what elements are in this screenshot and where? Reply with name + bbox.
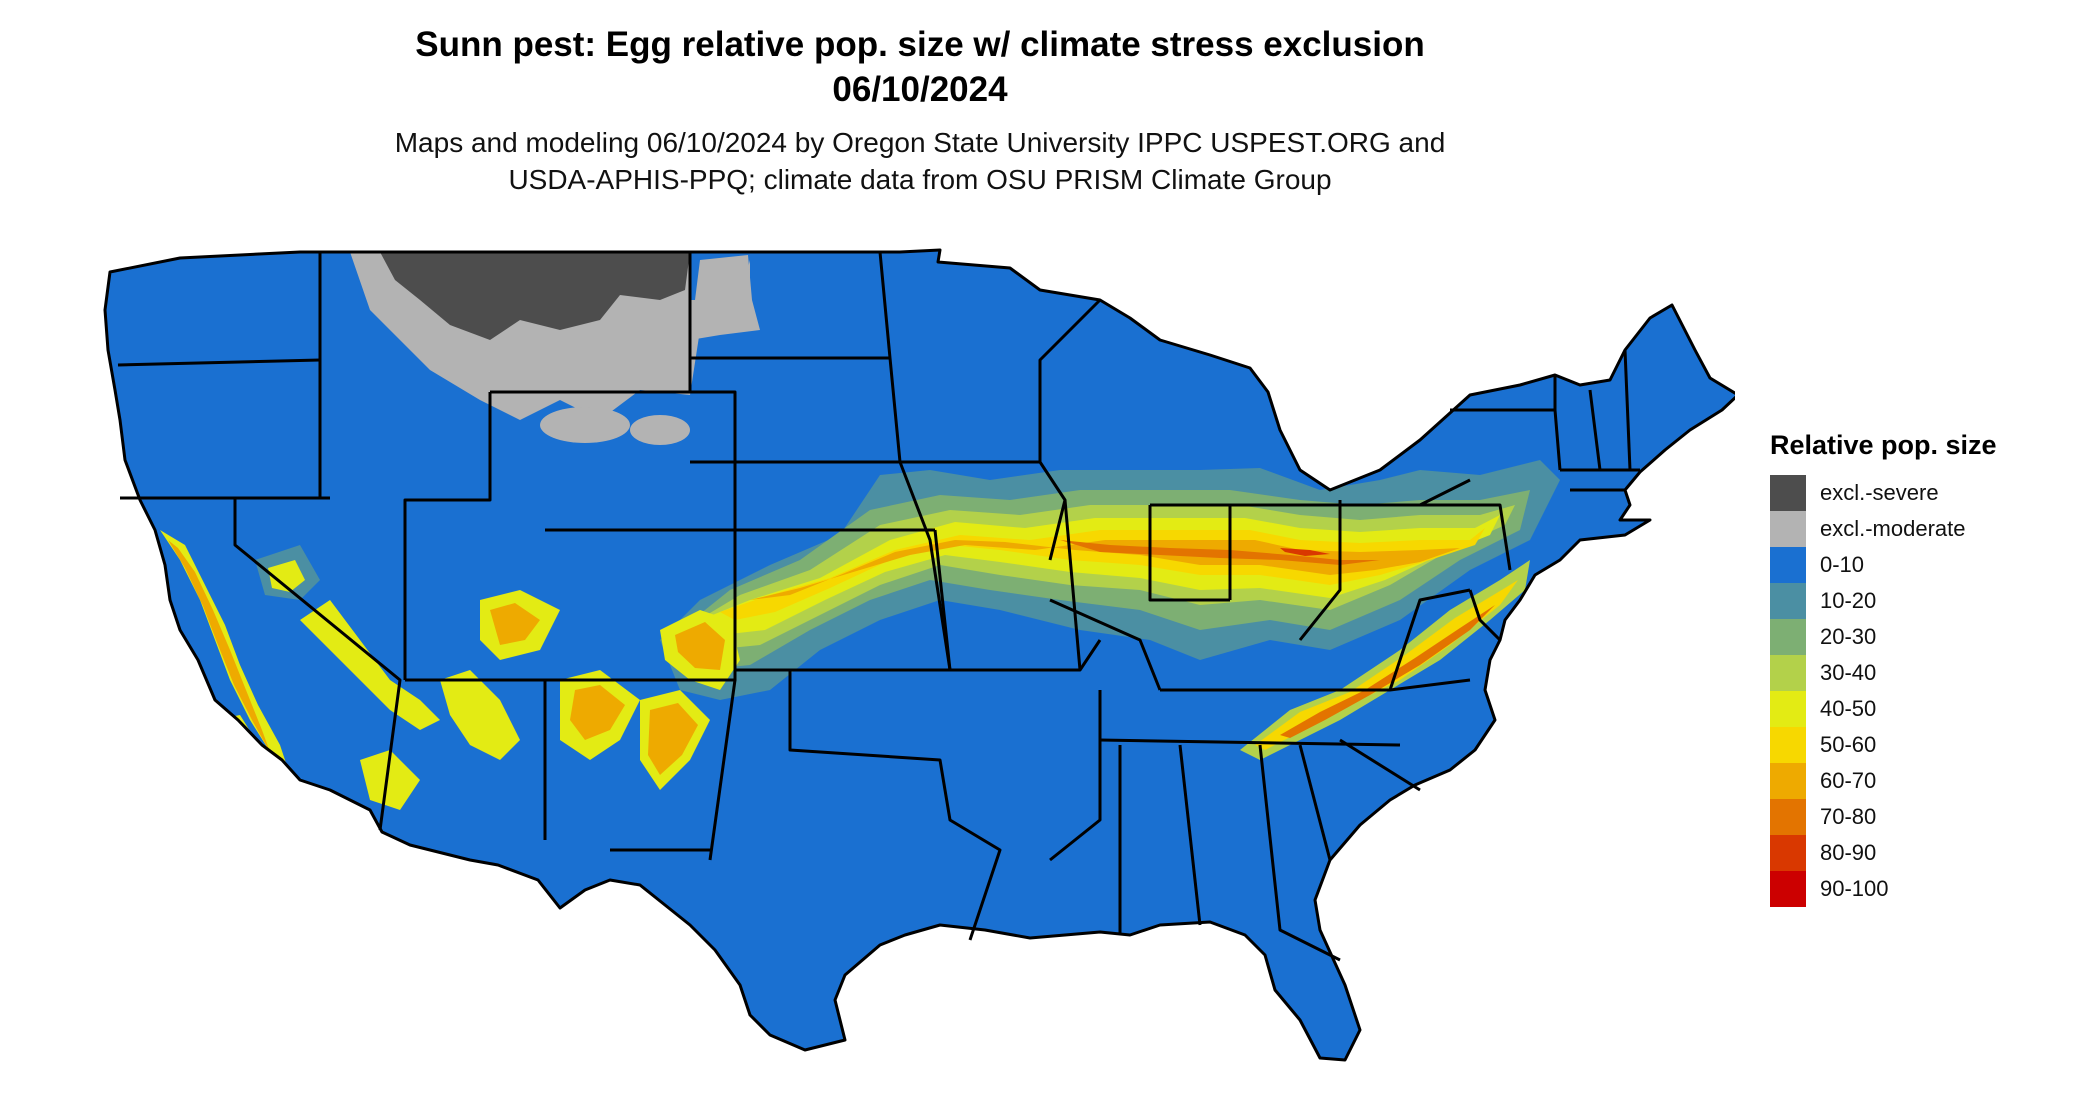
legend-item: 0-10 [1770, 547, 2070, 583]
legend-title: Relative pop. size [1770, 430, 1997, 460]
legend-swatch [1770, 475, 1806, 511]
legend-item: 30-40 [1770, 655, 2070, 691]
legend-swatch [1770, 547, 1806, 583]
legend-label: 90-100 [1820, 876, 1889, 901]
legend-label: excl.-moderate [1820, 516, 1966, 541]
legend-item: excl.-severe [1770, 475, 2070, 511]
population-zone-west [160, 530, 710, 810]
legend-swatch [1770, 511, 1806, 547]
legend-item: 10-20 [1770, 583, 2070, 619]
legend-swatch [1770, 835, 1806, 871]
legend-label: 50-60 [1820, 732, 1877, 757]
legend-swatch [1770, 727, 1806, 763]
map-title: Sunn pest: Egg relative pop. size w/ cli… [415, 25, 1425, 64]
legend-label: 10-20 [1820, 588, 1877, 613]
map-credit-line-1: Maps and modeling 06/10/2024 by Oregon S… [394, 127, 1446, 158]
population-belt-appalachian [1240, 560, 1530, 760]
legend-label: 0-10 [1820, 552, 1865, 577]
legend: Relative pop. size excl.-severe excl.-mod… [1770, 430, 2070, 907]
map-date: 06/10/2024 [832, 70, 1008, 109]
legend-label: 70-80 [1820, 804, 1877, 829]
exclusion-severe-zone [380, 252, 690, 340]
legend-items: excl.-severe excl.-moderate 0-10 10-20 20-30… [1770, 475, 2070, 907]
us-land-base [105, 250, 1735, 1060]
us-map [103, 248, 1735, 1062]
legend-item: 40-50 [1770, 691, 2070, 727]
legend-swatch [1770, 583, 1806, 619]
legend-swatch [1770, 619, 1806, 655]
legend-label: 80-90 [1820, 840, 1877, 865]
legend-swatch [1770, 799, 1806, 835]
population-belt-central [660, 460, 1560, 700]
legend-label: 60-70 [1820, 768, 1877, 793]
population-zone-colorado [660, 610, 740, 690]
legend-item: 70-80 [1770, 799, 2070, 835]
legend-item: 90-100 [1770, 871, 2070, 907]
legend-swatch [1770, 871, 1806, 907]
legend-item: 50-60 [1770, 727, 2070, 763]
state-borders [103, 248, 1735, 1062]
legend-item: 20-30 [1770, 619, 2070, 655]
legend-swatch [1770, 691, 1806, 727]
legend-label: 20-30 [1820, 624, 1877, 649]
map-credit-line-2: USDA-APHIS-PPQ; climate data from OSU PR… [508, 164, 1332, 195]
legend-swatch [1770, 763, 1806, 799]
legend-label: 30-40 [1820, 660, 1877, 685]
legend-swatch [1770, 655, 1806, 691]
legend-label: excl.-severe [1820, 480, 1939, 505]
legend-item: excl.-moderate [1770, 511, 2070, 547]
legend-label: 40-50 [1820, 696, 1877, 721]
legend-item: 60-70 [1770, 763, 2070, 799]
legend-item: 80-90 [1770, 835, 2070, 871]
